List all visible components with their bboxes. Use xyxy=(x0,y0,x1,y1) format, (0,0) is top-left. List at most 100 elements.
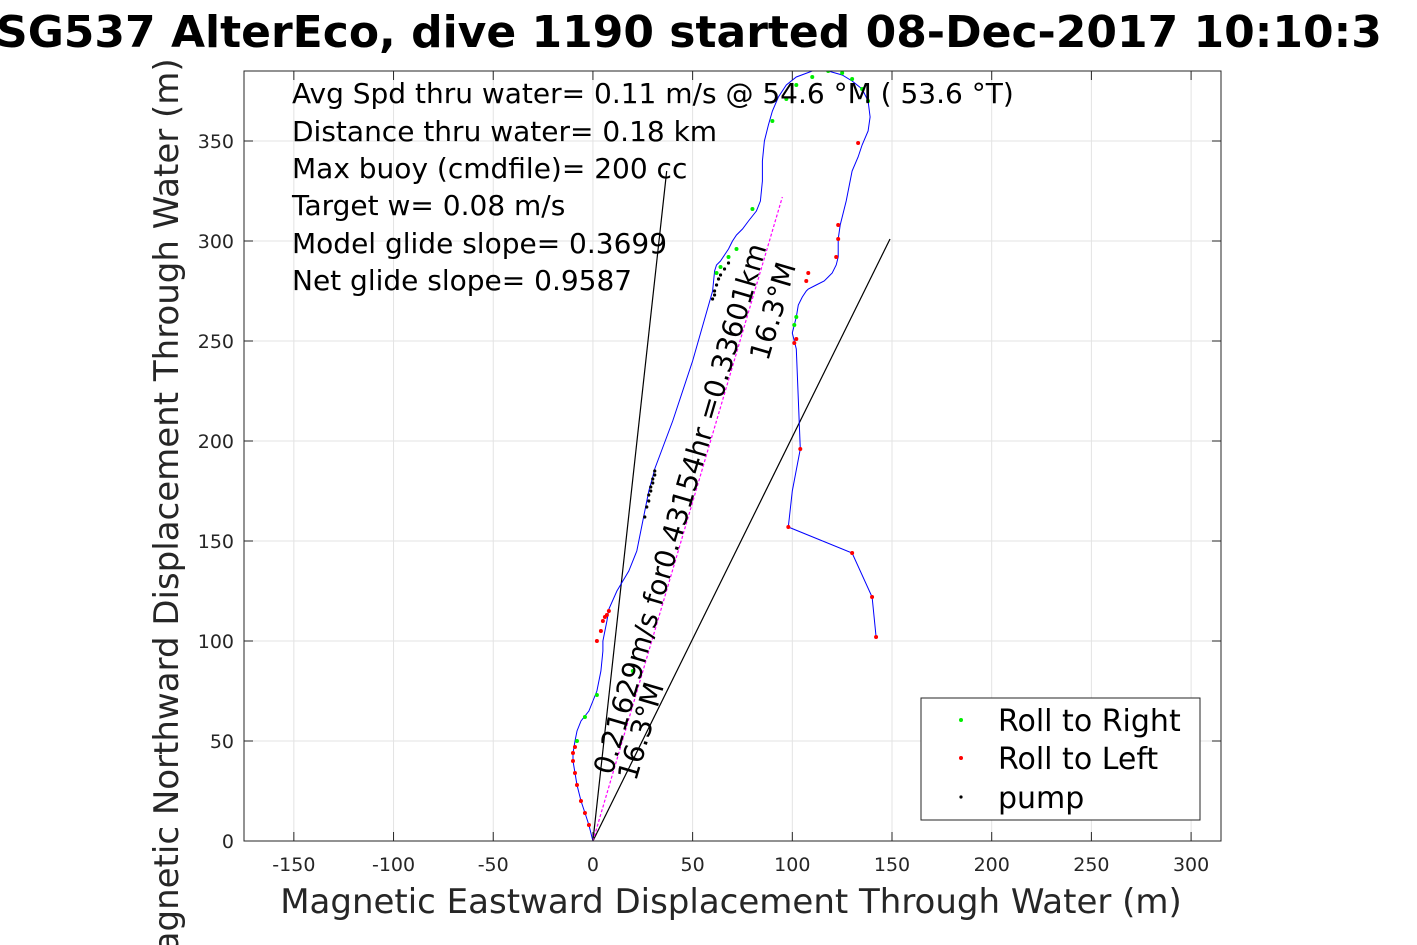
pump-point xyxy=(712,289,717,293)
roll-right-point xyxy=(714,271,719,275)
roll-left-point xyxy=(786,525,791,529)
roll-right-point xyxy=(582,715,587,719)
annotation-max-buoy: Max buoy (cmdfile)= 200 cc xyxy=(292,152,687,185)
x-tick-label: 300 xyxy=(1173,854,1209,876)
roll-right-point xyxy=(726,255,731,259)
roll-right-point xyxy=(594,693,599,697)
pump-point xyxy=(718,273,723,277)
roll-left-point xyxy=(836,223,841,227)
roll-left-point xyxy=(874,635,879,639)
roll-right-point xyxy=(734,247,739,251)
pump-point xyxy=(647,499,651,503)
glide-cone-line xyxy=(592,170,668,841)
chart-title: SG537 AlterEco, dive 1190 started 08-Dec… xyxy=(0,7,1382,58)
annotation-avg-speed: Avg Spd thru water= 0.11 m/s @ 54.6 °M (… xyxy=(292,77,1014,110)
annotation-net-glide-slope: Net glide slope= 0.9587 xyxy=(292,264,632,297)
legend: Roll to Right Roll to Left pump xyxy=(920,697,1201,821)
pump-point xyxy=(716,277,721,281)
roll-right-point xyxy=(784,97,789,101)
annotation-target-w: Target w= 0.08 m/s xyxy=(291,189,565,222)
legend-marker-roll-left xyxy=(959,756,963,760)
axis-ticks: -150 -100 -50 0 50 100 150 200 250 300 0 50 100 150 20… xyxy=(198,71,1221,876)
pump-point xyxy=(645,505,649,509)
annotation-block: Avg Spd thru water= 0.11 m/s @ 54.6 °M (… xyxy=(291,77,1014,297)
x-tick-label: 100 xyxy=(774,854,810,876)
roll-left-point xyxy=(806,271,811,275)
pump-point xyxy=(712,293,717,297)
roll-right-point xyxy=(630,669,635,673)
y-tick-label: 300 xyxy=(198,231,234,253)
roll-left-point xyxy=(594,639,599,643)
pump-point xyxy=(710,297,715,301)
roll-left-point xyxy=(792,341,797,345)
y-tick-label: 100 xyxy=(198,631,234,653)
pump-point xyxy=(653,473,657,477)
legend-marker-roll-right xyxy=(959,718,963,722)
roll-left-point xyxy=(606,609,611,613)
roll-right-point xyxy=(574,739,579,743)
roll-right-point xyxy=(792,323,797,327)
roll-left-point xyxy=(570,751,575,755)
annotation-distance: Distance thru water= 0.18 km xyxy=(292,115,717,148)
x-tick-label: 200 xyxy=(974,854,1010,876)
roll-left-point xyxy=(574,783,579,787)
roll-left-point xyxy=(582,811,587,815)
y-tick-label: 200 xyxy=(198,431,234,453)
glide-cone-line xyxy=(592,238,891,841)
x-tick-label: -100 xyxy=(372,854,415,876)
heading-vector-line xyxy=(592,196,783,841)
x-axis-label: Magnetic Eastward Displacement Through W… xyxy=(280,882,1182,922)
x-tick-label: -150 xyxy=(272,854,315,876)
legend-marker-pump xyxy=(959,795,963,799)
pump-point xyxy=(643,515,647,519)
x-tick-label: 50 xyxy=(681,854,705,876)
dive-track xyxy=(572,71,877,841)
roll-left-point xyxy=(850,551,855,555)
roll-right-point xyxy=(750,207,755,211)
roll-left-point xyxy=(856,141,861,145)
glide-cone-lines xyxy=(592,170,891,841)
data-points xyxy=(570,71,879,827)
roll-right-point xyxy=(840,71,845,75)
roll-right-point xyxy=(810,75,815,79)
roll-left-point xyxy=(794,337,799,341)
annotation-model-glide-slope: Model glide slope= 0.3699 xyxy=(292,227,667,260)
legend-label-roll-right: Roll to Right xyxy=(998,704,1181,739)
pump-point xyxy=(726,261,731,265)
pump-point xyxy=(647,493,651,497)
legend-box xyxy=(920,697,1201,821)
pump-point xyxy=(722,267,727,271)
roll-left-point xyxy=(600,619,605,623)
y-tick-label: 0 xyxy=(222,831,234,853)
roll-left-point xyxy=(572,745,577,749)
x-tick-label: 150 xyxy=(874,854,910,876)
roll-left-point xyxy=(836,237,841,241)
roll-left-point xyxy=(834,255,839,259)
pump-point xyxy=(714,283,719,287)
y-tick-label: 50 xyxy=(210,731,234,753)
roll-left-point xyxy=(572,771,577,775)
roll-left-point xyxy=(604,613,609,617)
pump-point xyxy=(651,477,655,481)
legend-label-roll-left: Roll to Left xyxy=(998,742,1158,777)
pump-point xyxy=(653,469,657,473)
roll-right-point xyxy=(860,87,865,91)
roll-left-point xyxy=(870,595,875,599)
roll-left-point xyxy=(804,279,809,283)
x-tick-label: 250 xyxy=(1073,854,1109,876)
roll-left-point xyxy=(570,759,575,763)
roll-right-point xyxy=(866,99,871,103)
pump-point xyxy=(649,489,653,493)
x-tick-label: -50 xyxy=(478,854,509,876)
roll-right-point xyxy=(850,77,855,81)
y-axis-label: Magnetic Northward Displacement Through … xyxy=(147,58,187,945)
y-tick-label: 250 xyxy=(198,331,234,353)
y-tick-label: 150 xyxy=(198,531,234,553)
heading-line xyxy=(592,196,783,841)
y-tick-label: 350 xyxy=(198,131,234,153)
roll-left-point xyxy=(578,799,583,803)
legend-label-pump: pump xyxy=(998,781,1084,816)
roll-left-point xyxy=(598,629,603,633)
plot-frame xyxy=(243,70,1222,842)
roll-right-point xyxy=(718,265,723,269)
